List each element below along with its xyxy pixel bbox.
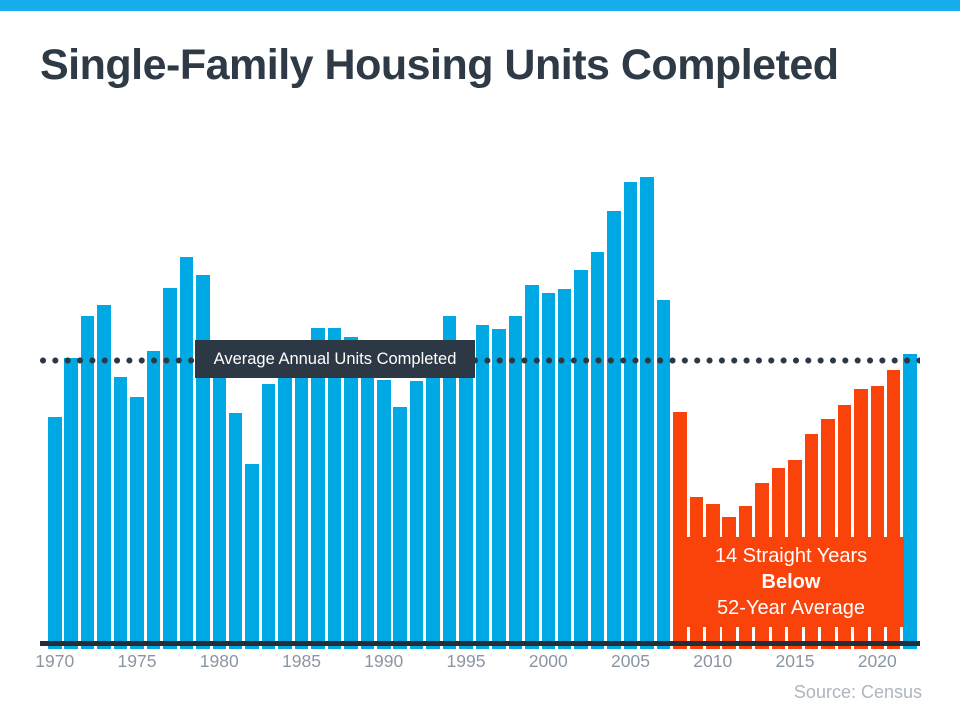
annotation-line-1: 14 Straight Years: [714, 545, 868, 567]
bar-1991: [393, 407, 407, 649]
annotation-line-3: 52-Year Average: [717, 597, 865, 619]
x-tick-2005: 2005: [611, 651, 650, 671]
x-tick-1995: 1995: [446, 651, 486, 671]
bar-1987: [327, 327, 342, 649]
bar-1995: [459, 355, 473, 649]
x-tick-2020: 2020: [857, 651, 897, 671]
bar-2007: [656, 299, 671, 649]
bar-1985: [294, 340, 309, 649]
x-tick-1985: 1985: [282, 651, 321, 671]
x-tick-1970: 1970: [35, 651, 75, 671]
bar-1994: [442, 315, 457, 649]
bar-1981: [228, 412, 243, 649]
bar-1975: [130, 396, 144, 649]
x-tick-1980: 1980: [199, 651, 239, 671]
bar-1996: [475, 324, 490, 649]
bar-1978: [179, 256, 194, 649]
bar-2006: [640, 176, 654, 649]
x-axis-baseline: [40, 641, 920, 646]
x-tick-1975: 1975: [117, 651, 157, 671]
bar-1976: [146, 350, 161, 649]
bar-1970: [48, 416, 62, 649]
bar-1993: [426, 365, 440, 649]
bar-1986: [311, 327, 325, 649]
x-tick-2015: 2015: [775, 651, 815, 671]
bar-1998: [508, 315, 523, 649]
bar-1977: [163, 287, 177, 649]
average-line-label: Average Annual Units Completed: [213, 349, 457, 368]
bar-1992: [409, 380, 424, 649]
bar-2002: [574, 269, 588, 649]
bar-1990: [377, 379, 391, 649]
bar-1989: [360, 375, 375, 649]
bar-1980: [212, 375, 226, 649]
bar-1979: [196, 274, 210, 649]
x-tick-1990: 1990: [364, 651, 404, 671]
bar-1982: [245, 463, 259, 649]
x-axis-labels: 1970 1975 1980 1985 1990 1995 2000 2005 2010 2015…: [35, 651, 920, 673]
bar-2022: [903, 353, 917, 649]
bar-1997: [492, 328, 506, 649]
bar-1983: [261, 383, 276, 649]
average-dotted-line: [40, 356, 920, 364]
bar-1972: [80, 315, 95, 649]
page-title: Single-Family Housing Units Completed: [40, 41, 839, 89]
bar-2005: [623, 181, 638, 649]
bar-1971: [64, 357, 78, 649]
average-line-label-box: Average Annual Units Completed: [195, 340, 475, 378]
x-tick-2000: 2000: [528, 651, 568, 671]
bar-2000: [541, 292, 555, 649]
top-accent-stripe: [0, 0, 960, 11]
bar-1988: [344, 336, 358, 649]
annotation-box: 14 Straight Years Below 52-Year Average: [678, 537, 904, 627]
bar-2001: [557, 288, 572, 649]
bar-2003: [590, 251, 605, 649]
annotation-line-2: Below: [761, 571, 821, 593]
bar-1973: [97, 305, 111, 649]
x-tick-2010: 2010: [693, 651, 733, 671]
bar-1984: [278, 373, 292, 649]
bar-1999: [525, 284, 539, 649]
bar-1974: [113, 376, 128, 649]
source-note: Source: Census: [793, 682, 922, 702]
bar-2004: [607, 210, 621, 649]
